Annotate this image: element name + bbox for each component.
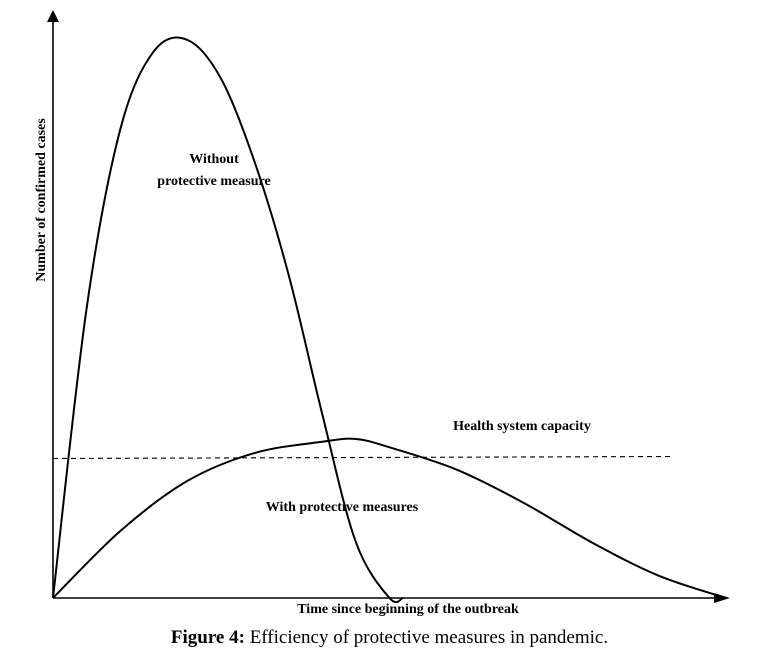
health-capacity-line	[52, 455, 671, 460]
figure-caption: Figure 4: Efficiency of protective measu…	[0, 627, 779, 649]
caption-text: Efficiency of protective measures in pan…	[244, 627, 609, 648]
y-axis-arrow-icon	[47, 10, 59, 22]
x-axis-label: Time since beginning of the outbreak	[297, 602, 519, 617]
annotation-without-line2: protective measure	[157, 174, 270, 189]
series-with-protective-measures-line	[52, 437, 727, 599]
annotation-with-protective-measures: With protective measures	[266, 500, 419, 515]
y-axis-label: Number of confirmed cases	[34, 118, 49, 282]
series-without-protective-measure-line	[52, 36, 404, 604]
caption-label: Figure 4:	[170, 627, 245, 648]
health-capacity-label: Health system capacity	[453, 419, 591, 434]
annotation-without-line1: Without	[189, 152, 239, 167]
